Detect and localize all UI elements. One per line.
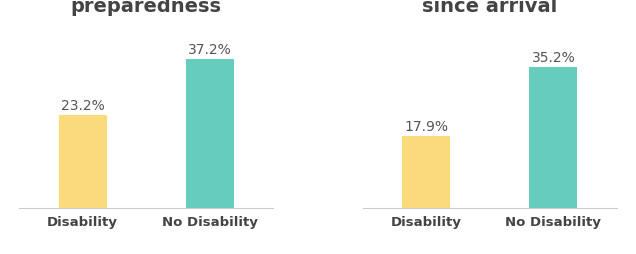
Text: 35.2%: 35.2%	[532, 50, 575, 64]
Text: 17.9%: 17.9%	[404, 120, 448, 134]
Bar	[59, 116, 107, 208]
Text: 23.2%: 23.2%	[61, 98, 104, 112]
Title: Participated in job
preparedness: Participated in job preparedness	[45, 0, 247, 16]
Bar	[186, 59, 234, 208]
Bar	[529, 68, 577, 208]
Text: 37.2%: 37.2%	[188, 42, 232, 56]
Title: Pursued degree or certificate
since arrival: Pursued degree or certificate since arri…	[328, 0, 636, 16]
Bar	[402, 137, 450, 208]
